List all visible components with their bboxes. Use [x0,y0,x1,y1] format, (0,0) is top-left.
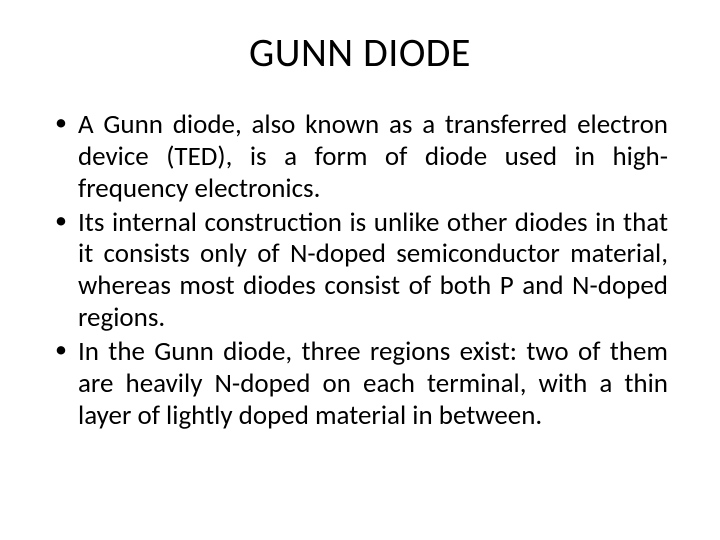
list-item: Its internal construction is unlike othe… [52,207,668,334]
slide-title: GUNN DIODE [52,28,668,77]
slide: GUNN DIODE A Gunn diode, also known as a… [0,0,720,540]
bullet-list: A Gunn diode, also known as a transferre… [52,109,668,432]
list-item: A Gunn diode, also known as a transferre… [52,109,668,205]
list-item: In the Gunn diode, three regions exist: … [52,336,668,432]
